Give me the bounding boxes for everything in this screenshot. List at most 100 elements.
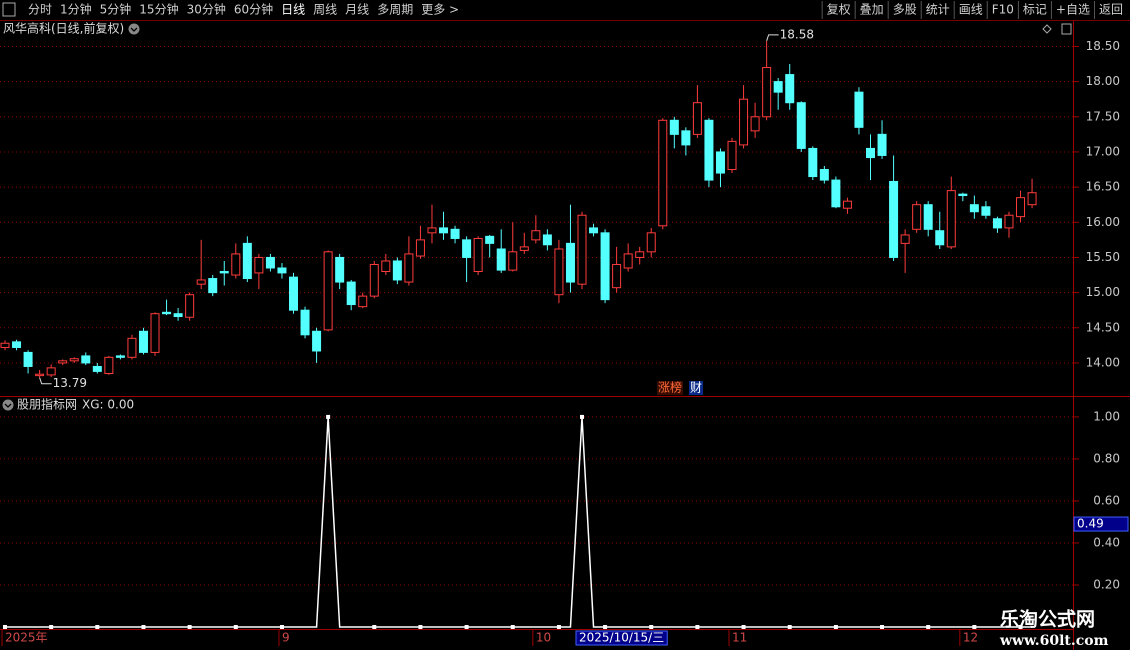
candle-body (289, 276, 298, 311)
candle-body (92, 365, 102, 372)
indicator-point (603, 625, 608, 629)
candle-body (46, 367, 56, 376)
indicator-point (649, 625, 654, 629)
tag-box (689, 381, 704, 395)
indicator-point (833, 625, 838, 629)
candle-body (519, 246, 529, 251)
tag-label[interactable]: 涨榜 (658, 380, 682, 395)
candle-body (219, 271, 229, 274)
candle-body (900, 234, 910, 244)
panel-icon[interactable] (1061, 23, 1072, 35)
toolbar-button[interactable]: 画线 (959, 3, 983, 17)
candle-body (969, 204, 979, 213)
candle-body (866, 147, 875, 159)
toolbar-item[interactable]: 多周期 (377, 3, 413, 17)
toolbar-item[interactable]: 15分钟 (139, 2, 178, 17)
candle-body (704, 119, 714, 181)
tag-box (657, 381, 684, 395)
annotation-pointer (766, 34, 779, 41)
dropdown-chevron (4, 403, 12, 408)
candle-body (796, 102, 806, 149)
candle-body (912, 204, 922, 230)
indicator-point (141, 625, 146, 629)
toolbar-button[interactable]: 标记 (1023, 3, 1047, 17)
indicator-dropdown[interactable] (2, 399, 14, 411)
candle-body (0, 342, 10, 348)
annotation-label: 18.58 (780, 27, 814, 41)
candle-body (877, 133, 887, 156)
candle-body (981, 206, 991, 216)
toolbar-button[interactable]: F10 (992, 3, 1014, 17)
indicator-point (326, 414, 331, 419)
x-tick-label: 10 (536, 631, 551, 645)
tag-label[interactable]: 财 (690, 381, 702, 395)
indicator-point (880, 625, 885, 629)
toolbar-item[interactable]: 60分钟 (234, 2, 273, 17)
candle-body (173, 313, 183, 318)
candle-body (415, 239, 425, 257)
toolbar-item[interactable]: 30分钟 (187, 2, 226, 17)
indicator-point (580, 414, 584, 419)
candle-body (612, 263, 622, 289)
candle-body (265, 256, 275, 269)
candle-body (23, 351, 33, 367)
candle-body (1027, 192, 1037, 206)
toolbar-button[interactable]: +自选 (1056, 3, 1090, 17)
candle-body (104, 356, 114, 374)
y-tick-label: 18.50 (1086, 39, 1120, 53)
candle-body (185, 294, 195, 318)
toolbar-button[interactable]: 多股 (893, 3, 917, 17)
toolbar-item[interactable]: 周线 (313, 3, 337, 17)
candle-body (669, 119, 679, 135)
indicator-point (95, 625, 100, 629)
toolbar-item[interactable]: 1分钟 (60, 2, 92, 17)
candle-body (358, 295, 368, 308)
indicator-point (3, 625, 7, 629)
toolbar-button[interactable]: 统计 (926, 3, 950, 17)
toolbar-item[interactable]: 月线 (345, 3, 369, 17)
y-tick-label: 1.00 (1093, 409, 1120, 423)
toolbar: 分时 1分钟 5分钟 15分钟 30分钟 60分钟 日线 周线 月线 多周期 更多 > 返回 +自选标记… (28, 1, 1123, 19)
y-tick-label: 16.50 (1086, 180, 1120, 194)
y-tick-label: 17.50 (1086, 109, 1120, 123)
candle-body (773, 81, 783, 93)
candle-body (335, 256, 345, 283)
candle-body (485, 235, 495, 244)
toolbar-button[interactable]: 复权 (827, 3, 851, 17)
y-tick-label: 15.00 (1086, 285, 1120, 299)
candle-body (462, 239, 472, 258)
annotation-pointer (39, 377, 52, 385)
candle-body (889, 180, 899, 258)
toolbar-item[interactable]: 分时 (28, 3, 52, 17)
menu-icon[interactable] (2, 2, 16, 17)
diamond-icon[interactable] (1042, 24, 1052, 34)
indicator-point (418, 625, 423, 629)
candle-body (842, 200, 852, 209)
toolbar-item[interactable]: 日线 (281, 3, 305, 17)
toolbar-button[interactable]: 叠加 (860, 3, 884, 17)
watermark-name: 乐淘公式网 (1000, 608, 1095, 631)
candle-body (35, 373, 45, 377)
candle-body (381, 260, 391, 273)
toolbar-item[interactable]: 5分钟 (100, 2, 132, 17)
toolbar-item[interactable]: 更多 > (421, 3, 459, 17)
dropdown-chevron (130, 27, 138, 32)
candle-body (196, 279, 206, 285)
candle-body (600, 232, 610, 301)
title-dropdown[interactable] (128, 23, 140, 35)
candle-body (392, 260, 402, 281)
cursor-date-box (575, 630, 668, 646)
y-tick-label: 0.80 (1093, 451, 1120, 465)
candle-body (808, 147, 818, 178)
toolbar-button[interactable]: 返回 (1099, 3, 1123, 17)
x-tick-label: 11 (732, 631, 747, 645)
candle-body (231, 253, 241, 276)
cursor-date-label: 2025/10/15/三 (579, 631, 664, 645)
candle-body (715, 151, 725, 174)
indicator-point (741, 625, 746, 629)
indicator-point (49, 625, 54, 629)
candle-body (439, 227, 449, 234)
x-tick-label: 12 (963, 631, 978, 645)
candle-body (369, 263, 379, 297)
indicator-title: 股朋指标网 (17, 397, 77, 412)
